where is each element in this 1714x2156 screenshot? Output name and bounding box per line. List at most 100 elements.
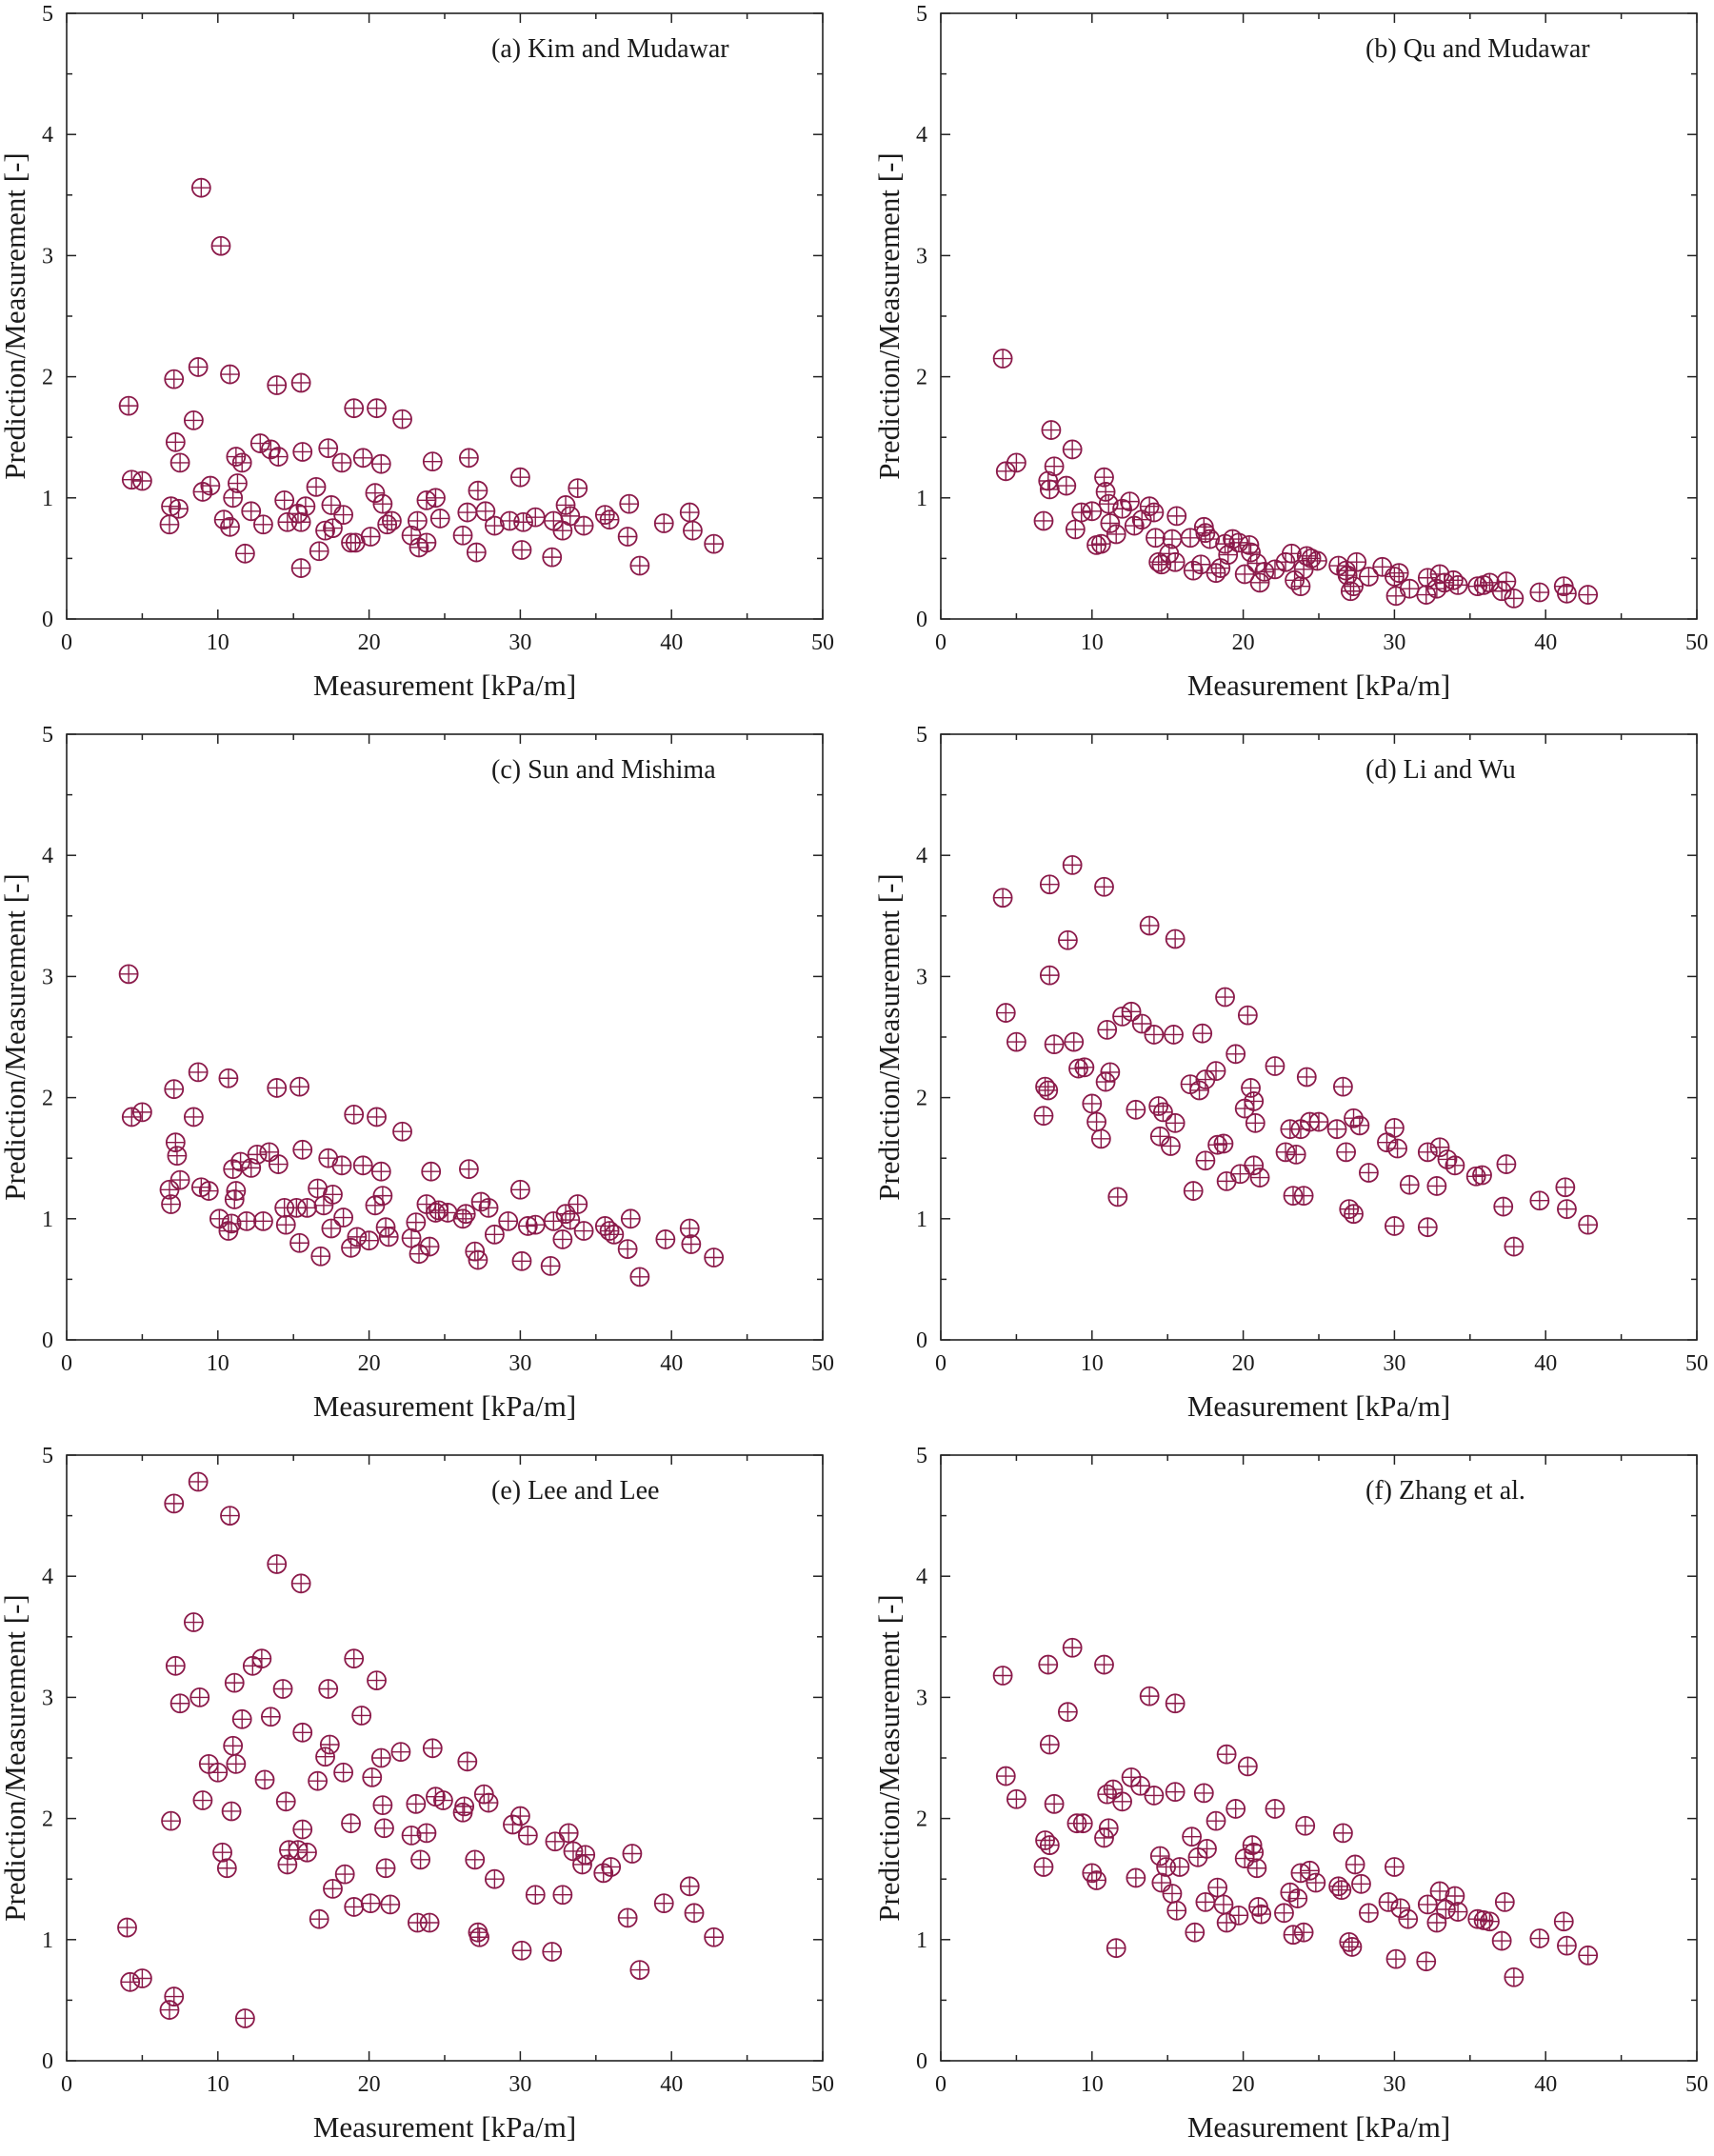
data-point	[290, 558, 311, 578]
data-point	[220, 516, 240, 537]
y-axis-label: Prediction/Measurement [-]	[0, 1594, 31, 1921]
y-tick-label: 3	[916, 1686, 927, 1710]
data-point	[228, 473, 248, 493]
x-axis-label: Measurement [kPa/m]	[313, 1389, 576, 1423]
data-point	[267, 1554, 288, 1574]
data-point	[1149, 1846, 1170, 1867]
data-point	[419, 1912, 440, 1933]
data-point	[370, 1747, 391, 1768]
data-point	[1308, 1111, 1329, 1132]
data-point	[1578, 1214, 1599, 1235]
data-point	[183, 1107, 204, 1128]
data-point	[1064, 1031, 1085, 1052]
y-tick-label: 2	[42, 1087, 53, 1111]
y-tick-label: 3	[42, 965, 53, 989]
data-point	[555, 1204, 576, 1225]
data-point	[1504, 1236, 1525, 1257]
panel-d-li-wu: Measurement [kPa/m] Prediction/Measureme…	[872, 723, 1708, 1423]
plot-frame	[66, 12, 824, 620]
data-point	[164, 1079, 185, 1100]
data-point	[1480, 1911, 1500, 1932]
data-point	[323, 518, 343, 538]
data-point	[1044, 456, 1065, 477]
data-point	[1144, 1786, 1165, 1806]
data-point	[419, 1236, 440, 1257]
data-point	[192, 1790, 213, 1810]
data-point	[1072, 1813, 1093, 1834]
data-point	[468, 480, 488, 501]
data-point	[169, 452, 190, 473]
data-point	[1295, 1815, 1316, 1836]
data-point	[1472, 1165, 1492, 1186]
data-point	[290, 372, 311, 393]
y-tick-label: 4	[42, 123, 53, 148]
data-point	[1445, 1886, 1465, 1906]
y-tick-label: 5	[42, 1444, 53, 1468]
x-tick-label: 50	[1685, 1351, 1708, 1376]
data-point	[189, 1687, 210, 1707]
data-point	[1033, 510, 1054, 531]
data-point	[416, 1823, 437, 1844]
data-point	[351, 1706, 372, 1726]
data-point	[253, 514, 273, 535]
data-point	[341, 1813, 361, 1834]
y-tick-label: 0	[916, 2049, 927, 2074]
y-tick-label: 1	[916, 487, 927, 511]
data-point	[120, 1971, 141, 1992]
data-point	[1097, 1019, 1118, 1040]
y-tick-label: 0	[42, 1328, 53, 1353]
data-point	[308, 1770, 329, 1791]
x-tick-label: 50	[811, 2072, 834, 2097]
data-point	[1251, 1904, 1272, 1925]
data-point	[1185, 1922, 1206, 1943]
data-point	[510, 467, 530, 488]
data-point	[1399, 578, 1420, 599]
data-point	[362, 1767, 383, 1787]
data-point	[1215, 987, 1235, 1008]
data-point	[629, 1267, 650, 1288]
data-point	[1241, 1078, 1261, 1098]
x-tick-label: 20	[358, 2072, 381, 2097]
data-point	[1095, 482, 1116, 502]
data-point	[1033, 1857, 1054, 1877]
data-point	[601, 1857, 622, 1877]
panel-a-kim-mudawar: Measurement [kPa/m] Prediction/Measureme…	[0, 2, 834, 702]
data-point	[131, 470, 152, 491]
data-point	[1578, 585, 1599, 605]
y-tick-label: 1	[916, 1208, 927, 1232]
data-point	[231, 1708, 252, 1729]
data-point	[375, 1217, 396, 1238]
x-tick-label: 40	[1534, 2072, 1557, 2097]
data-point	[1496, 1154, 1517, 1174]
data-point	[683, 520, 703, 541]
data-point	[1249, 572, 1270, 593]
data-point	[992, 349, 1013, 369]
data-point	[254, 1769, 275, 1790]
data-point	[360, 1893, 381, 1914]
data-point	[416, 532, 437, 553]
data-point	[188, 357, 209, 377]
data-point	[1039, 1835, 1060, 1855]
plot-frame	[940, 12, 1698, 620]
data-point	[1426, 1912, 1447, 1933]
y-tick-label: 0	[42, 2049, 53, 2074]
data-point	[208, 1762, 229, 1783]
data-point	[1443, 569, 1464, 590]
data-point	[344, 1105, 365, 1125]
x-tick-label: 50	[1685, 2072, 1708, 2097]
data-point	[465, 1849, 486, 1870]
data-point	[406, 1793, 427, 1814]
y-tick-label: 1	[42, 1928, 53, 1953]
x-tick-label: 10	[1081, 630, 1104, 655]
data-point	[1346, 551, 1367, 572]
data-point	[1359, 567, 1379, 587]
data-point	[457, 1751, 478, 1772]
x-tick-label: 40	[660, 2072, 683, 2097]
data-point	[289, 1232, 309, 1253]
data-point	[1071, 502, 1092, 523]
data-point	[1213, 1894, 1234, 1915]
data-point	[1328, 1876, 1349, 1897]
data-point	[230, 1151, 251, 1172]
data-point	[604, 1224, 625, 1245]
data-point	[459, 448, 479, 469]
